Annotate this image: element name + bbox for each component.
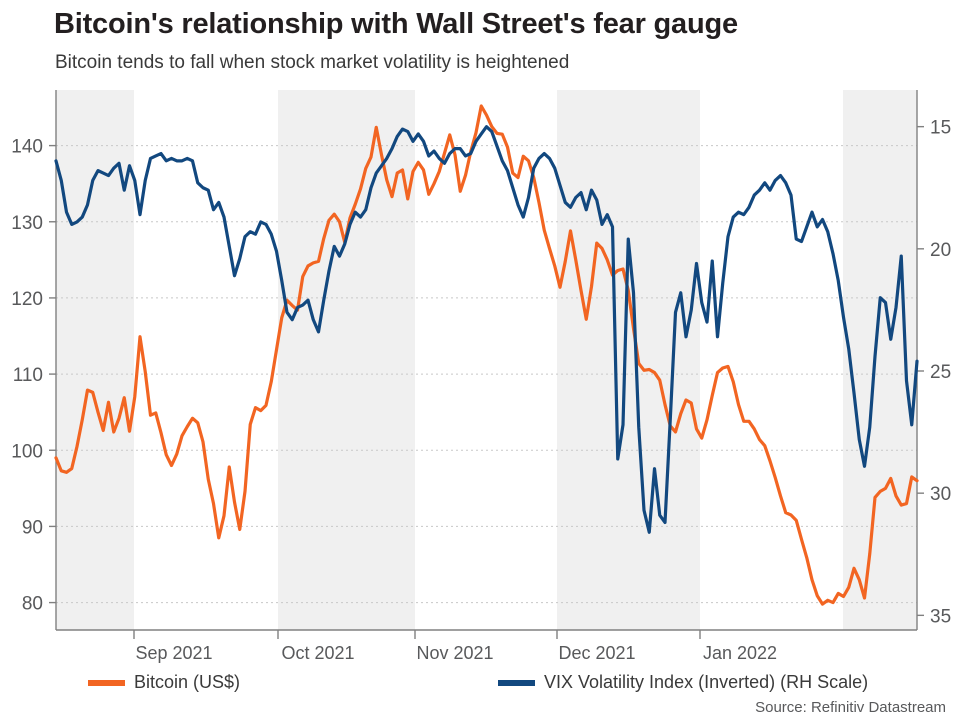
x-axis-label: Dec 2021 [558,643,635,663]
y-axis-right-label: 20 [930,240,951,261]
legend-swatch-vix [498,679,535,686]
page-title: Bitcoin's relationship with Wall Street'… [54,8,738,40]
y-axis-left-label: 110 [13,365,43,386]
chart-subtitle: Bitcoin tends to fall when stock market … [55,52,570,73]
y-axis-left-label: 80 [22,594,43,615]
x-axis-label: Nov 2021 [416,643,493,663]
series-line-bitcoin [54,104,919,606]
y-axis-right-label: 35 [930,606,951,627]
y-axis-right-label: 15 [930,118,951,139]
legend-item-vix[interactable]: VIX Volatility Index (Inverted) (RH Scal… [498,672,868,693]
x-axis-label: Sep 2021 [135,643,212,663]
chart-legend: Bitcoin (US$) VIX Volatility Index (Inve… [0,672,960,700]
y-axis-left-label: 130 [11,213,43,234]
legend-item-bitcoin[interactable]: Bitcoin (US$) [88,672,240,693]
legend-label-bitcoin: Bitcoin (US$) [134,672,241,692]
y-axis-left-label: 140 [11,137,43,158]
legend-swatch-bitcoin [88,679,125,686]
x-axis-label: Oct 2021 [281,643,354,663]
x-axis-label: Jan 2022 [703,643,777,663]
legend-label-vix: VIX Volatility Index (Inverted) (RH Scal… [544,672,869,692]
y-axis-right-label: 25 [930,362,951,383]
source-note: Source: Refinitiv Datastream [755,699,946,716]
y-axis-left-label: 90 [22,517,43,538]
month-band [56,90,134,630]
y-axis-left-label: 100 [11,441,43,462]
month-band [557,90,700,630]
y-axis-left-label: 120 [11,289,43,310]
series-line-vix [54,125,919,534]
month-band [278,90,415,630]
y-axis-right-label: 30 [930,484,951,505]
